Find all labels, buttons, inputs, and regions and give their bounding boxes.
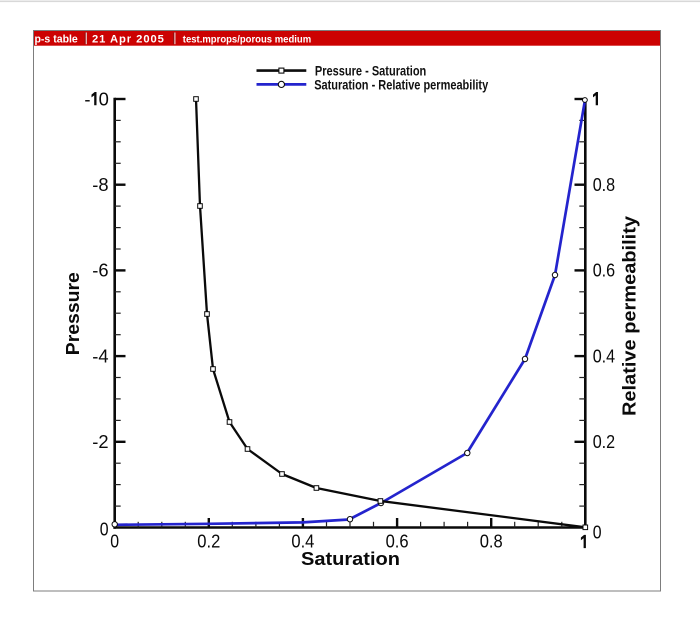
svg-text:0: 0 [110, 530, 119, 551]
svg-text:-: - [84, 88, 90, 109]
svg-text:-8: -8 [92, 174, 108, 195]
svg-text:21 Apr 2005: 21 Apr 2005 [92, 33, 165, 45]
svg-text:0: 0 [593, 522, 602, 543]
svg-text:0.2: 0.2 [197, 530, 220, 551]
svg-text:-4: -4 [92, 345, 108, 366]
svg-text:0.6: 0.6 [593, 260, 615, 281]
svg-text:0.2: 0.2 [593, 431, 615, 452]
svg-text:0.8: 0.8 [593, 174, 615, 195]
svg-text:test.mprops/porous medium: test.mprops/porous medium [183, 34, 311, 45]
svg-text:0.8: 0.8 [480, 530, 503, 551]
svg-text:p-s table: p-s table [35, 33, 78, 45]
svg-text:Saturation: Saturation [301, 548, 400, 569]
svg-text:0.4: 0.4 [291, 530, 314, 551]
svg-text:Pressure - Saturation: Pressure - Saturation [315, 64, 426, 79]
svg-text:0.4: 0.4 [593, 345, 615, 366]
svg-text:-2: -2 [92, 431, 108, 452]
svg-text:Pressure: Pressure [62, 272, 83, 355]
svg-text:0.6: 0.6 [386, 530, 409, 551]
svg-text:0: 0 [100, 518, 109, 539]
svg-text:Relative permeability: Relative permeability [618, 215, 639, 416]
svg-text:0: 0 [99, 88, 109, 109]
svg-text:Saturation - Relative permeabi: Saturation - Relative permeability [314, 78, 488, 93]
svg-text:-6: -6 [92, 260, 108, 281]
